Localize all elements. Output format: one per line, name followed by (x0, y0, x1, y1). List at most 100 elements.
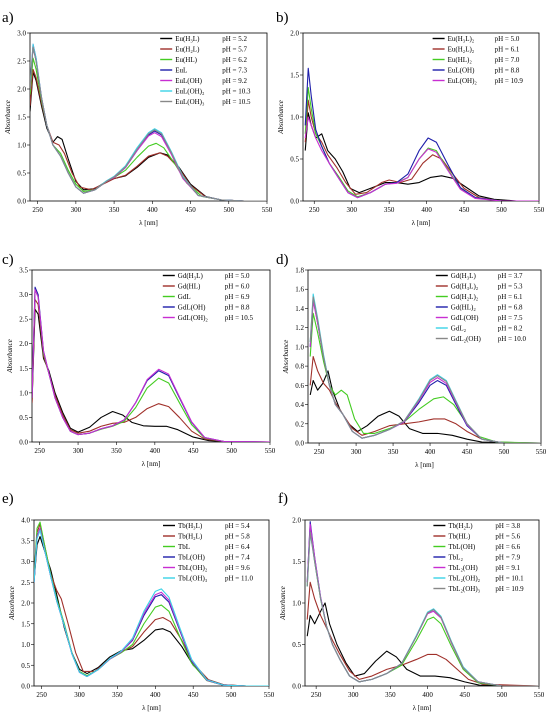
legend-label: Gd(H₃L)₂ (451, 283, 479, 291)
x-tick-label: 350 (109, 206, 120, 214)
chart-panel: a) 250 300 350 400 450 500 550 0.0 0.5 1.0 1.5 2.0 2.… (2, 10, 273, 227)
series-line (306, 531, 539, 686)
x-tick-label: 300 (74, 691, 85, 699)
legend-label: GdL(OH) (451, 314, 479, 322)
y-tick-label: 0.5 (290, 156, 299, 164)
y-tick-label: 1.0 (17, 142, 26, 150)
y-tick-label: 1.5 (21, 620, 30, 628)
y-tick-label: 1.5 (290, 72, 299, 80)
y-tick-label: 1.0 (292, 600, 301, 608)
legend-ph: pH = 6.8 (498, 304, 523, 312)
legend-ph: pH = 6.9 (225, 293, 250, 301)
y-tick-label: 1.8 (295, 267, 304, 275)
y-axis-label: Absorbance (279, 586, 287, 620)
legend-label: TbL (178, 543, 190, 551)
legend-ph: pH = 3.8 (495, 522, 520, 530)
x-axis-label: λ [nm] (413, 704, 432, 712)
chart-panel: c) 250 300 350 400 450 500 550 0.0 0.5 1.0 1.5 2.0 2.… (2, 252, 276, 468)
x-tick-label: 400 (421, 206, 432, 214)
y-tick-label: 1.0 (295, 343, 304, 351)
x-axis-label: λ [nm] (142, 704, 161, 712)
legend-label: Eu(H₃L) (175, 35, 200, 43)
y-axis-label: Absorbance (8, 586, 16, 620)
y-tick-label: 1.5 (292, 558, 301, 566)
legend-ph: pH = 10.5 (225, 314, 254, 322)
x-tick-label: 300 (73, 447, 84, 455)
legend-ph: pH = 7.3 (222, 67, 247, 75)
legend-ph: pH = 7.5 (498, 314, 523, 322)
y-tick-label: 2.0 (19, 340, 28, 348)
y-tick-label: 2.0 (21, 600, 30, 608)
legend-label: GdL(OH) (178, 304, 206, 312)
legend-ph: pH = 9.1 (495, 564, 520, 572)
legend-ph: pH = 6.2 (222, 56, 247, 64)
y-tick-label: 2.5 (17, 58, 26, 66)
legend-label: Eu(HL)₂ (448, 56, 473, 64)
legend-ph: pH = 5.3 (498, 283, 523, 291)
series-line (34, 527, 269, 686)
x-tick-label: 250 (32, 206, 43, 214)
x-tick-label: 500 (226, 691, 237, 699)
x-tick-label: 400 (150, 691, 161, 699)
series-line (309, 370, 541, 443)
series-line (34, 529, 269, 686)
legend-ph: pH = 5.0 (225, 272, 250, 280)
legend-label: GdL(OH)₂ (178, 314, 209, 322)
legend-label: TbL(OH)₂ (178, 564, 208, 572)
y-tick-label: 1.4 (295, 305, 304, 313)
x-tick-label: 300 (348, 691, 359, 699)
x-tick-label: 500 (224, 206, 235, 214)
y-tick-label: 0.0 (292, 683, 301, 691)
legend-label: Gd(HL)₂ (451, 304, 477, 312)
y-tick-label: 2.5 (21, 579, 30, 587)
legend-ph: pH = 5.2 (222, 35, 247, 43)
legend-label: GdL₂ (451, 325, 467, 333)
y-axis-label: Absorbance (277, 100, 285, 134)
legend-label: GdL₂(OH) (451, 335, 482, 343)
legend-ph: pH = 6.6 (495, 543, 520, 551)
legend-label: EuL (175, 67, 187, 75)
x-axis-label: λ [nm] (412, 219, 431, 227)
legend-ph: pH = 8.8 (225, 304, 250, 312)
x-tick-label: 500 (497, 691, 508, 699)
y-tick-label: 0.5 (21, 662, 30, 670)
x-tick-label: 450 (462, 448, 473, 456)
series-line (34, 527, 269, 686)
series-line (32, 289, 270, 442)
panel-label: f) (278, 491, 288, 507)
chart-panel: f) 250 300 350 400 450 500 550 0.0 0.5 1.0 1.5 2.0 λ … (278, 491, 545, 712)
legend-ph: pH = 9.6 (225, 564, 250, 572)
series-line (309, 312, 541, 443)
chart-panel: e) 250 300 350 400 450 500 550 0.0 0.5 1.0 1.5 2.0 2.… (2, 491, 275, 712)
y-tick-label: 0.8 (295, 363, 304, 371)
y-tick-label: 3.5 (21, 537, 30, 545)
legend-ph: pH = 8.2 (498, 325, 523, 333)
legend-ph: pH = 6.1 (495, 46, 520, 54)
y-tick-label: 0.5 (19, 414, 28, 422)
x-tick-label: 300 (351, 448, 362, 456)
legend-label: Gd(H₃L) (178, 272, 204, 280)
series-line (309, 355, 541, 443)
legend-ph: pH = 9.2 (222, 77, 247, 85)
x-tick-label: 450 (185, 206, 196, 214)
series-line (304, 87, 539, 201)
legend-ph: pH = 10.3 (222, 88, 251, 96)
x-tick-label: 350 (384, 206, 395, 214)
series-line (304, 99, 539, 201)
x-tick-label: 500 (496, 206, 507, 214)
y-tick-label: 0.0 (295, 440, 304, 448)
legend-ph: pH = 10.9 (495, 585, 524, 593)
legend-label: Eu(H₂L) (175, 46, 200, 54)
x-tick-label: 250 (314, 448, 325, 456)
y-tick-label: 1.0 (21, 641, 30, 649)
x-tick-label: 300 (71, 206, 82, 214)
series-line (30, 46, 267, 201)
legend-label: TbL(OH)₃ (178, 575, 208, 583)
x-tick-label: 550 (534, 691, 545, 699)
x-tick-label: 300 (346, 206, 357, 214)
x-tick-label: 450 (188, 447, 199, 455)
legend-label: Tb(HL) (448, 533, 470, 541)
x-axis-label: λ [nm] (139, 219, 158, 227)
y-tick-label: 0.0 (21, 683, 30, 691)
chart-panel: b) 250 300 350 400 450 500 550 0.0 0.5 1.0 1.5 2.0 λ … (276, 10, 545, 227)
